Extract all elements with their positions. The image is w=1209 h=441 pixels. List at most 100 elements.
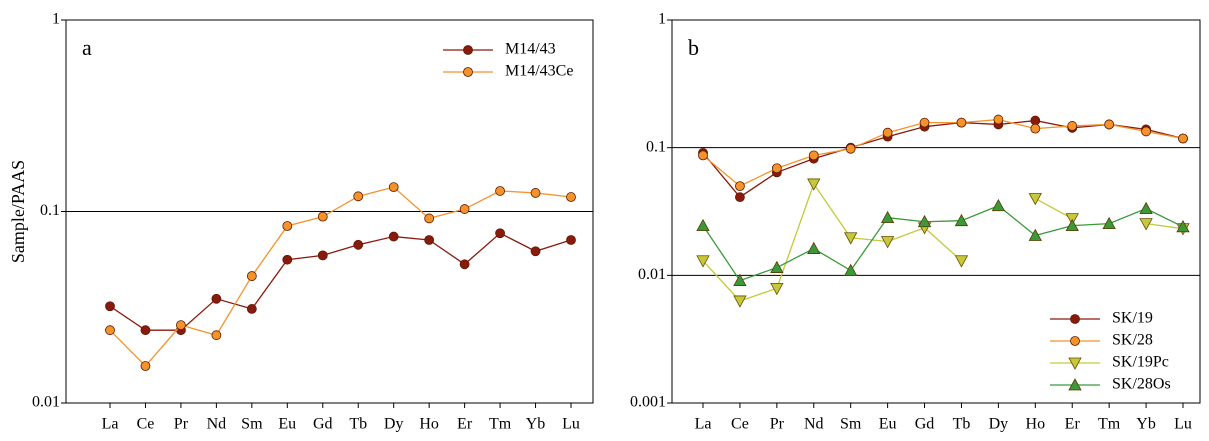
data-point <box>880 210 895 224</box>
data-point <box>733 295 747 308</box>
legend-marker <box>1068 378 1082 391</box>
data-point <box>844 232 858 245</box>
data-point <box>845 143 856 154</box>
legend-label: SK/19 <box>1112 310 1153 327</box>
x-tick-label: Yb <box>1136 416 1156 433</box>
x-tick-label: Sm <box>840 416 862 433</box>
x-tick-label: Ho <box>1026 416 1046 433</box>
data-point <box>696 255 710 268</box>
x-tick-label: Tm <box>489 416 512 433</box>
data-point <box>696 218 710 232</box>
data-point <box>954 255 969 268</box>
panel-label: b <box>688 35 699 60</box>
y-tick-label: 1 <box>658 11 666 28</box>
legend-label: M14/43Ce <box>505 63 573 80</box>
x-tick-label: Tb <box>349 416 367 433</box>
x-tick-label: Nd <box>804 416 824 433</box>
x-tick-label: Pr <box>770 416 785 433</box>
data-point <box>844 263 858 276</box>
data-point <box>770 260 784 273</box>
data-point <box>880 236 895 249</box>
data-point <box>105 301 115 312</box>
x-tick-label: Gd <box>915 416 935 433</box>
data-point <box>917 214 932 228</box>
data-point <box>1104 119 1115 130</box>
series-line <box>702 182 1184 302</box>
x-tick-label: Lu <box>1174 416 1192 433</box>
x-tick-label: Ce <box>731 416 749 433</box>
data-point <box>140 325 151 336</box>
data-point <box>424 235 435 245</box>
data-point <box>388 182 399 193</box>
x-tick-label: La <box>102 416 119 433</box>
x-tick-label: Dy <box>989 416 1009 433</box>
data-point <box>282 254 293 265</box>
data-point <box>1139 201 1153 215</box>
y-tick-label: 0.001 <box>630 394 666 411</box>
legend-label: SK/19Pc <box>1112 354 1169 371</box>
data-point <box>698 150 708 161</box>
data-point <box>353 239 364 250</box>
x-tick-label: Ce <box>137 416 155 433</box>
x-tick-label: Lu <box>562 416 580 433</box>
data-point <box>807 241 821 254</box>
data-point <box>733 273 747 286</box>
y-tick-label: 0.01 <box>32 394 60 411</box>
x-tick-label: Er <box>1065 416 1081 433</box>
x-tick-label: Gd <box>313 416 333 433</box>
data-point <box>388 231 399 242</box>
data-point <box>424 213 435 224</box>
x-tick-label: La <box>695 416 712 433</box>
series-line <box>702 204 1184 282</box>
plot-frame <box>65 19 594 404</box>
data-point <box>459 204 470 214</box>
data-point <box>808 150 819 161</box>
data-point <box>771 163 782 174</box>
data-point <box>1067 121 1078 131</box>
data-point <box>954 213 969 227</box>
y-tick-label: 1 <box>52 11 60 28</box>
data-point <box>566 235 576 245</box>
y-axis-label: Sample/PAAS <box>8 160 28 263</box>
data-point <box>246 304 257 314</box>
x-tick-label: Sm <box>241 416 263 433</box>
data-point <box>105 325 115 336</box>
data-point <box>882 127 893 138</box>
y-tick-label: 0.1 <box>40 202 60 219</box>
y-tick-label: 0.1 <box>646 138 666 155</box>
x-tick-label: Yb <box>526 416 546 433</box>
x-tick-label: Pr <box>174 416 189 433</box>
series-line <box>109 232 572 331</box>
data-point <box>317 211 328 222</box>
data-point <box>770 283 784 296</box>
data-point <box>1178 133 1188 144</box>
legend-marker <box>1070 336 1080 346</box>
x-tick-label: Er <box>457 416 473 433</box>
data-point <box>1176 219 1190 233</box>
series-line <box>702 119 1184 198</box>
data-point <box>282 221 293 231</box>
data-point <box>956 117 967 128</box>
data-point <box>246 271 257 281</box>
data-point <box>176 320 186 331</box>
legend-marker <box>1068 357 1082 370</box>
data-point <box>140 361 151 371</box>
data-point <box>735 181 745 191</box>
series-line <box>109 186 572 367</box>
data-point <box>317 250 328 261</box>
data-point <box>495 186 505 196</box>
legend-label: SK/28 <box>1112 332 1153 349</box>
data-point <box>1141 126 1151 137</box>
data-point <box>1028 228 1042 241</box>
y-tick-label: 0.01 <box>638 266 666 283</box>
legend-label: SK/28Os <box>1112 376 1171 393</box>
data-point <box>1102 216 1116 230</box>
series-line <box>702 118 1184 187</box>
data-point <box>919 117 930 128</box>
x-tick-label: Eu <box>278 416 296 433</box>
plot-frame <box>671 19 1201 404</box>
data-point <box>459 259 470 270</box>
legend-label: M14/43 <box>505 41 556 58</box>
data-point <box>807 178 821 191</box>
